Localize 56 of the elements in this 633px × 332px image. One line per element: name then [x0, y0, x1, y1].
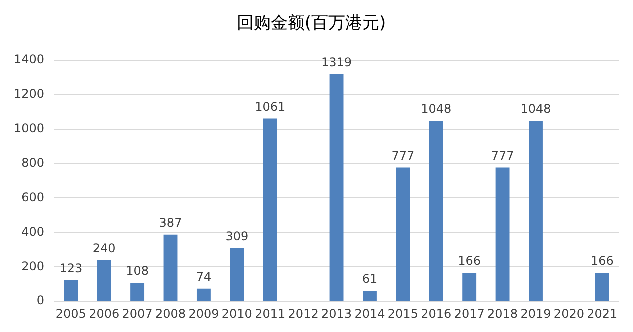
- x-tick-label: 2013: [321, 306, 352, 321]
- data-label: 74: [196, 270, 212, 284]
- data-label: 777: [392, 148, 415, 163]
- data-label: 1061: [255, 100, 286, 114]
- bar: [529, 121, 543, 302]
- data-label: 1048: [520, 102, 552, 116]
- bar: [595, 273, 610, 302]
- x-tick-label: 2006: [89, 306, 120, 321]
- x-tick-label: 2019: [520, 306, 552, 321]
- x-tick-label: 2010: [222, 306, 252, 321]
- data-label: 1319: [321, 55, 352, 70]
- x-tick-label: 2020: [554, 306, 584, 321]
- y-tick-label: 1200: [14, 86, 45, 101]
- x-tick-label: 2021: [587, 306, 618, 321]
- y-tick-label: 1400: [14, 52, 45, 67]
- y-tick-label: 0: [36, 294, 45, 308]
- bar: [263, 118, 278, 302]
- bar: [130, 282, 145, 302]
- y-tick-label: 800: [22, 156, 45, 170]
- data-label: 240: [92, 241, 116, 256]
- bar: [97, 260, 112, 302]
- y-tick-label: 400: [22, 224, 45, 239]
- data-label: 108: [126, 264, 149, 278]
- bar: [164, 234, 178, 302]
- data-label: 61: [362, 272, 378, 286]
- y-tick-label: 600: [22, 190, 45, 204]
- bar: [363, 291, 377, 302]
- data-label: 1048: [421, 102, 452, 116]
- data-label: 166: [458, 254, 482, 268]
- x-tick-label: 2011: [255, 306, 286, 321]
- bar: [230, 248, 244, 302]
- x-tick-label: 2014: [354, 306, 386, 321]
- bar: [462, 273, 477, 302]
- bar: [396, 168, 410, 302]
- chart-title: 回购金额(百万港元): [236, 14, 386, 34]
- bar: [429, 121, 444, 302]
- data-label: 123: [60, 262, 83, 276]
- x-tick-label: 2012: [288, 306, 319, 321]
- x-tick-label: 2018: [488, 306, 518, 321]
- x-tick-label: 2008: [155, 306, 186, 321]
- x-tick-label: 2015: [388, 306, 418, 321]
- x-tick-label: 2009: [188, 306, 220, 321]
- x-tick-label: 2017: [454, 306, 485, 321]
- bar: [496, 168, 510, 302]
- x-tick-label: 2005: [56, 306, 86, 321]
- bar: [330, 74, 344, 302]
- data-label: 777: [491, 148, 514, 163]
- y-tick-label: 1000: [14, 121, 45, 136]
- bar: [64, 280, 78, 302]
- bar: [196, 288, 211, 302]
- data-label: 166: [590, 254, 614, 268]
- y-tick-label: 200: [22, 259, 45, 274]
- data-label: 309: [226, 229, 249, 244]
- x-tick-label: 2016: [421, 306, 452, 321]
- data-label: 387: [159, 216, 182, 230]
- x-tick-label: 2007: [122, 306, 153, 321]
